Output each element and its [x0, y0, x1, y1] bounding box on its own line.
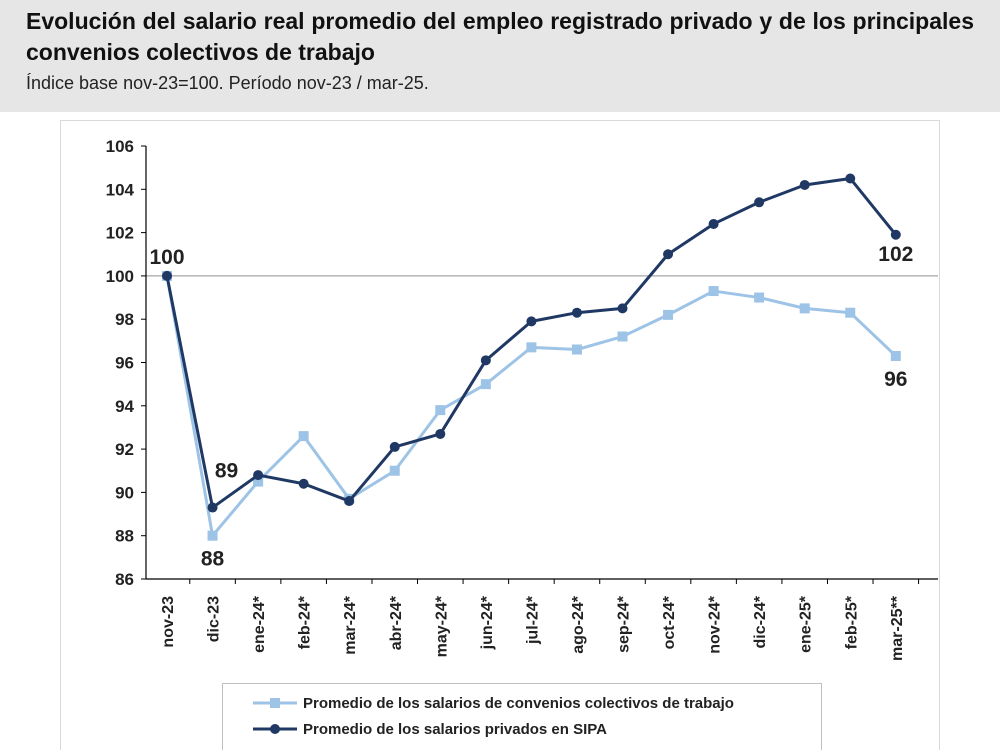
y-tick-label: 106	[106, 137, 134, 156]
x-tick-label: oct-24*	[661, 595, 678, 649]
legend-line-circle-icon	[253, 724, 297, 734]
data-point-convenios	[253, 476, 264, 487]
data-point-sipa	[162, 270, 172, 281]
x-tick-label: jul-24*	[524, 595, 541, 645]
data-point-convenios	[435, 405, 446, 416]
data-point-convenios	[799, 303, 810, 314]
data-point-convenios	[207, 530, 218, 541]
data-point-sipa	[389, 441, 400, 452]
legend-item-convenios: Promedio de los salarios de convenios co…	[253, 690, 821, 716]
data-point-sipa	[617, 303, 628, 314]
data-point-sipa	[298, 478, 309, 489]
y-tick-label: 94	[115, 397, 134, 416]
data-point-sipa	[799, 179, 810, 190]
y-tick-label: 98	[115, 310, 134, 329]
x-tick-label: feb-25*	[843, 595, 860, 649]
data-point-sipa	[344, 496, 355, 507]
x-tick-label: ago-24*	[570, 595, 587, 654]
data-point-convenios	[617, 331, 628, 342]
data-point-convenios	[754, 292, 765, 303]
data-point-convenios	[526, 342, 537, 353]
legend-swatch-sipa	[253, 722, 297, 736]
data-point-sipa	[708, 218, 719, 229]
y-tick-label: 100	[106, 267, 134, 286]
data-point-sipa	[571, 307, 582, 318]
data-label-convenios: 88	[201, 548, 225, 571]
x-tick-label: feb-24*	[297, 595, 314, 649]
y-tick-label: 92	[115, 440, 134, 459]
x-tick-label: nov-23	[160, 596, 177, 648]
legend-item-sipa: Promedio de los salarios privados en SIP…	[253, 716, 821, 742]
data-point-convenios	[708, 286, 719, 297]
chart-frame	[60, 120, 940, 750]
data-point-sipa	[663, 249, 674, 260]
chart-legend: Promedio de los salarios de convenios co…	[222, 683, 822, 750]
x-tick-label: ene-25*	[798, 595, 815, 653]
data-point-sipa	[754, 197, 765, 208]
data-point-sipa	[526, 316, 537, 327]
y-tick-label: 86	[115, 570, 134, 589]
data-label-sipa: 89	[215, 460, 238, 483]
y-tick-label: 90	[115, 483, 134, 502]
series-line-convenios	[165, 275, 897, 538]
x-tick-label: abr-24*	[388, 595, 405, 650]
y-tick-label: 104	[106, 180, 135, 199]
data-point-convenios	[298, 431, 309, 442]
x-tick-label: jun-24*	[479, 595, 496, 650]
x-tick-label: sep-24*	[616, 595, 633, 653]
chart-title: Evolución del salario real promedio del …	[26, 8, 974, 65]
data-point-sipa	[890, 229, 901, 240]
chart-subtitle: Índice base nov-23=100. Período nov-23 /…	[26, 73, 429, 93]
x-tick-label: dic-24*	[752, 595, 769, 648]
y-tick-label: 96	[115, 354, 134, 373]
x-tick-label: mar-25**	[889, 595, 906, 661]
data-point-convenios	[845, 307, 856, 318]
x-tick-label: may-24*	[433, 595, 450, 657]
x-tick-label: mar-24*	[342, 595, 359, 654]
y-tick-label: 102	[106, 224, 134, 243]
data-label-sipa: 102	[878, 243, 913, 266]
chart-header: Evolución del salario real promedio del …	[0, 0, 1000, 112]
data-point-sipa	[845, 173, 856, 184]
legend-swatch-convenios	[253, 696, 297, 710]
y-tick-label: 88	[115, 527, 134, 546]
data-point-convenios	[480, 379, 491, 390]
legend-line-square-icon	[253, 698, 297, 708]
data-point-convenios	[663, 309, 674, 320]
data-point-convenios	[571, 344, 582, 355]
legend-label-sipa: Promedio de los salarios privados en SIP…	[303, 720, 607, 738]
x-tick-label: dic-23	[206, 596, 223, 642]
data-point-sipa	[435, 428, 446, 439]
data-label-convenios: 96	[884, 368, 907, 391]
x-tick-label: nov-24*	[707, 595, 724, 654]
x-tick-label: ene-24*	[251, 595, 268, 653]
data-point-convenios	[389, 465, 400, 476]
data-point-sipa	[480, 355, 491, 366]
data-point-sipa	[207, 502, 218, 513]
data-point-sipa	[253, 470, 264, 481]
data-label-sipa: 100	[149, 246, 184, 269]
data-point-convenios	[890, 351, 901, 362]
legend-label-convenios: Promedio de los salarios de convenios co…	[303, 694, 734, 712]
